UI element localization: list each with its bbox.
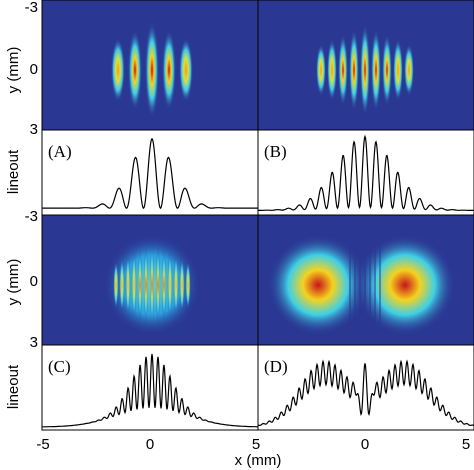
x-tick-label: 5 bbox=[252, 436, 260, 453]
fringe bbox=[185, 261, 191, 309]
blob bbox=[268, 235, 368, 335]
y-tick-label: 3 bbox=[30, 334, 38, 351]
fringe bbox=[173, 255, 179, 315]
panel-label: (D) bbox=[264, 357, 288, 376]
y-tick-label: -3 bbox=[25, 208, 38, 225]
lineout-frame bbox=[257, 344, 474, 431]
fringe bbox=[393, 39, 403, 101]
lineout-curve bbox=[257, 359, 474, 427]
x-tick-label: 5 bbox=[462, 436, 470, 453]
fringe bbox=[316, 44, 326, 96]
fringe bbox=[155, 246, 161, 324]
lineout-curve bbox=[42, 137, 258, 210]
lineout-label: lineout bbox=[5, 149, 22, 194]
fringe bbox=[149, 243, 155, 327]
fringe bbox=[354, 245, 356, 325]
lineout-frame bbox=[41, 129, 259, 216]
y-label: y (mm) bbox=[5, 259, 22, 306]
fringe bbox=[369, 245, 371, 325]
x-tick-label: 0 bbox=[146, 436, 154, 453]
fringe bbox=[371, 29, 381, 111]
fringe bbox=[338, 34, 348, 106]
y-tick-label: 3 bbox=[30, 121, 38, 138]
fringe bbox=[131, 252, 137, 318]
fringe bbox=[374, 245, 376, 325]
fringe bbox=[379, 245, 381, 325]
fringe bbox=[113, 261, 119, 309]
fringe bbox=[143, 246, 149, 324]
x-label: x (mm) bbox=[235, 452, 282, 469]
lineout-label: lineout bbox=[5, 364, 22, 409]
panels bbox=[41, 0, 474, 431]
fringe bbox=[137, 249, 143, 321]
image bbox=[111, 22, 193, 118]
fringe bbox=[349, 245, 351, 325]
y-tick-label: 0 bbox=[30, 273, 38, 290]
y-tick-label: -3 bbox=[25, 0, 38, 16]
fringe bbox=[364, 245, 366, 325]
panel-label: (C) bbox=[48, 357, 71, 376]
fringe bbox=[404, 44, 414, 96]
fringe bbox=[145, 22, 159, 118]
fringe bbox=[125, 255, 131, 315]
fringe bbox=[119, 258, 125, 312]
image bbox=[268, 235, 455, 335]
y-tick-label: 0 bbox=[30, 61, 38, 78]
panel-label: (A) bbox=[48, 142, 72, 161]
lineout-curve bbox=[42, 353, 258, 428]
x-tick-label: 0 bbox=[361, 436, 369, 453]
fringe bbox=[167, 252, 173, 318]
fringe bbox=[162, 30, 176, 110]
fringe bbox=[161, 249, 167, 321]
image bbox=[104, 235, 200, 335]
fringe bbox=[111, 38, 125, 102]
fringe bbox=[179, 38, 193, 102]
fringe bbox=[382, 34, 392, 106]
fringe bbox=[360, 24, 370, 116]
fringe bbox=[327, 39, 337, 101]
fringe bbox=[179, 258, 185, 312]
fringe bbox=[359, 245, 361, 325]
panel-label: (B) bbox=[264, 142, 287, 161]
x-tick-label: -5 bbox=[36, 436, 49, 453]
fringe bbox=[349, 29, 359, 111]
fringe bbox=[128, 30, 142, 110]
image bbox=[316, 24, 414, 116]
lineout-curve bbox=[258, 134, 474, 211]
y-label: y (mm) bbox=[5, 47, 22, 94]
